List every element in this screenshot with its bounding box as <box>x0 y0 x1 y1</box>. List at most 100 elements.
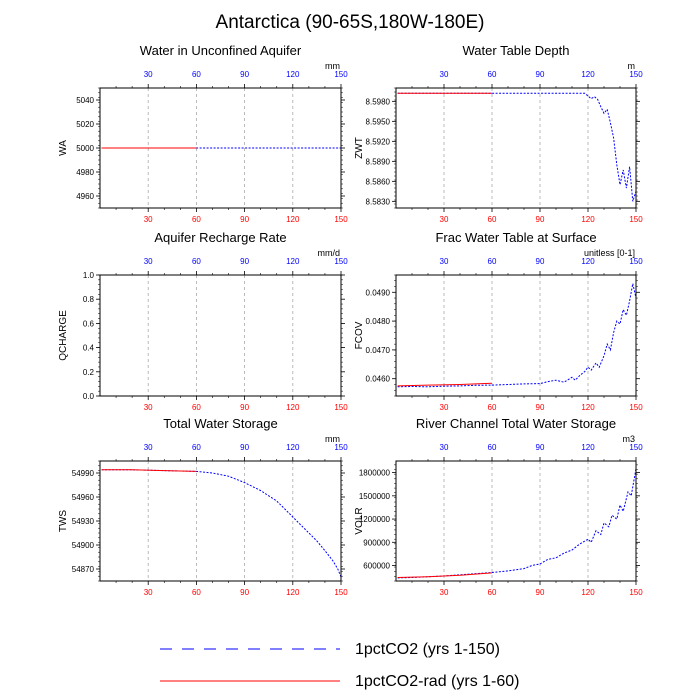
x-tick-label-bottom: 120 <box>581 215 595 224</box>
series-line-dashed <box>101 469 341 578</box>
x-tick-label-bottom: 90 <box>536 403 545 412</box>
x-tick-label-top: 30 <box>440 70 449 79</box>
series-line-solid <box>101 469 197 472</box>
y-tick-label: 54960 <box>72 493 95 502</box>
x-tick-label-bottom: 150 <box>334 403 348 412</box>
y-tick-label: 8.5980 <box>366 97 391 106</box>
x-tick-label-top: 120 <box>286 257 300 266</box>
x-tick-label-bottom: 90 <box>240 588 249 597</box>
y-tick-label: 0.8 <box>83 295 95 304</box>
x-tick-label-bottom: 150 <box>334 588 348 597</box>
panel-zwt: Water Table Depth m ZWT 30 30 60 60 90 90 120 120 1… <box>354 43 643 224</box>
x-tick-label-bottom: 30 <box>144 403 153 412</box>
y-tick-label: 0.4 <box>83 344 95 353</box>
x-tick-label-bottom: 30 <box>144 588 153 597</box>
panel-tws: Total Water Storage mm TWS 30 30 60 60 90 90 120 1… <box>58 416 348 597</box>
y-tick-label: 0.0460 <box>366 375 391 384</box>
x-tick-label-bottom: 30 <box>144 215 153 224</box>
panel-title: Frac Water Table at Surface <box>435 230 596 245</box>
y-tick-label: 0.0480 <box>366 317 391 326</box>
x-tick-label-top: 150 <box>334 443 348 452</box>
y-tick-label: 8.5920 <box>366 137 391 146</box>
x-tick-label-bottom: 150 <box>334 215 348 224</box>
panel-qcharge: Aquifer Recharge Rate mm/d QCHARGE 30 30 60 60… <box>58 230 348 412</box>
y-tick-label: 54870 <box>72 565 95 574</box>
panel-title: Total Water Storage <box>163 416 277 431</box>
x-tick-label-top: 150 <box>629 257 643 266</box>
x-tick-label-top: 30 <box>144 257 153 266</box>
units-label: m3 <box>622 434 635 444</box>
y-tick-label: 8.5890 <box>366 157 391 166</box>
units-label: mm/d <box>318 248 341 258</box>
x-tick-label-bottom: 30 <box>440 588 449 597</box>
x-tick-label-bottom: 90 <box>240 215 249 224</box>
x-tick-label-top: 90 <box>240 443 249 452</box>
y-tick-label: 0.0 <box>83 392 95 401</box>
x-tick-label-top: 90 <box>240 257 249 266</box>
x-tick-label-top: 120 <box>286 443 300 452</box>
y-tick-label: 4960 <box>76 192 94 201</box>
y-tick-label: 1.0 <box>83 271 95 280</box>
panel-title: Water in Unconfined Aquifer <box>140 43 302 58</box>
x-tick-label-bottom: 150 <box>629 588 643 597</box>
units-label: mm <box>325 434 340 444</box>
x-tick-label-top: 120 <box>286 70 300 79</box>
series-line-dashed <box>397 468 636 579</box>
panels: Water in Unconfined Aquifer mm WA 30 30 60 60 9… <box>58 43 643 597</box>
x-tick-label-bottom: 60 <box>488 588 497 597</box>
y-axis-label: ZWT <box>354 137 365 159</box>
x-tick-label-bottom: 120 <box>581 588 595 597</box>
panel-wa: Water in Unconfined Aquifer mm WA 30 30 60 60 9… <box>58 43 348 224</box>
y-tick-label: 0.0490 <box>366 288 391 297</box>
x-tick-label-bottom: 120 <box>286 588 300 597</box>
x-tick-label-bottom: 150 <box>629 215 643 224</box>
y-axis-label: FCOV <box>354 321 365 349</box>
x-tick-label-bottom: 120 <box>286 215 300 224</box>
x-tick-label-top: 90 <box>240 70 249 79</box>
x-tick-label-bottom: 60 <box>488 215 497 224</box>
y-axis-label: QCHARGE <box>58 310 69 361</box>
x-tick-label-bottom: 90 <box>536 588 545 597</box>
x-tick-label-top: 30 <box>144 70 153 79</box>
x-tick-label-top: 60 <box>488 443 497 452</box>
x-tick-label-top: 90 <box>536 443 545 452</box>
legend-label-2: 1pctCO2-rad (yrs 1-60) <box>355 673 520 690</box>
y-tick-label: 1200000 <box>359 515 391 524</box>
x-tick-label-bottom: 60 <box>488 403 497 412</box>
x-tick-label-top: 150 <box>334 257 348 266</box>
x-tick-label-bottom: 60 <box>192 588 201 597</box>
x-tick-label-top: 90 <box>536 257 545 266</box>
y-tick-label: 5000 <box>76 144 94 153</box>
x-tick-label-top: 120 <box>581 257 595 266</box>
x-tick-label-top: 150 <box>629 70 643 79</box>
units-label: mm <box>325 61 340 71</box>
x-tick-label-top: 120 <box>581 70 595 79</box>
x-tick-label-bottom: 90 <box>536 215 545 224</box>
plot-frame <box>395 274 637 397</box>
x-tick-label-bottom: 90 <box>240 403 249 412</box>
y-axis-label: WA <box>58 140 69 156</box>
panel-title: River Channel Total Water Storage <box>416 416 616 431</box>
x-tick-label-bottom: 120 <box>286 403 300 412</box>
y-tick-label: 1800000 <box>359 469 391 478</box>
x-tick-label-top: 30 <box>144 443 153 452</box>
x-tick-label-bottom: 30 <box>440 403 449 412</box>
x-tick-label-bottom: 60 <box>192 215 201 224</box>
plot-frame <box>395 460 637 582</box>
panel-title: Aquifer Recharge Rate <box>154 230 286 245</box>
y-tick-label: 54900 <box>72 541 95 550</box>
x-tick-label-top: 60 <box>192 257 201 266</box>
y-tick-label: 0.0470 <box>366 346 391 355</box>
panel-title: Water Table Depth <box>463 43 570 58</box>
plot-frame <box>99 274 342 397</box>
x-tick-label-bottom: 120 <box>581 403 595 412</box>
y-tick-label: 5020 <box>76 120 94 129</box>
units-label: unitless [0-1] <box>584 248 635 258</box>
x-tick-label-bottom: 150 <box>629 403 643 412</box>
y-tick-label: 5040 <box>76 96 94 105</box>
x-tick-label-top: 120 <box>581 443 595 452</box>
series-line-solid <box>397 572 493 578</box>
y-tick-label: 4980 <box>76 168 94 177</box>
y-tick-label: 0.6 <box>83 319 95 328</box>
